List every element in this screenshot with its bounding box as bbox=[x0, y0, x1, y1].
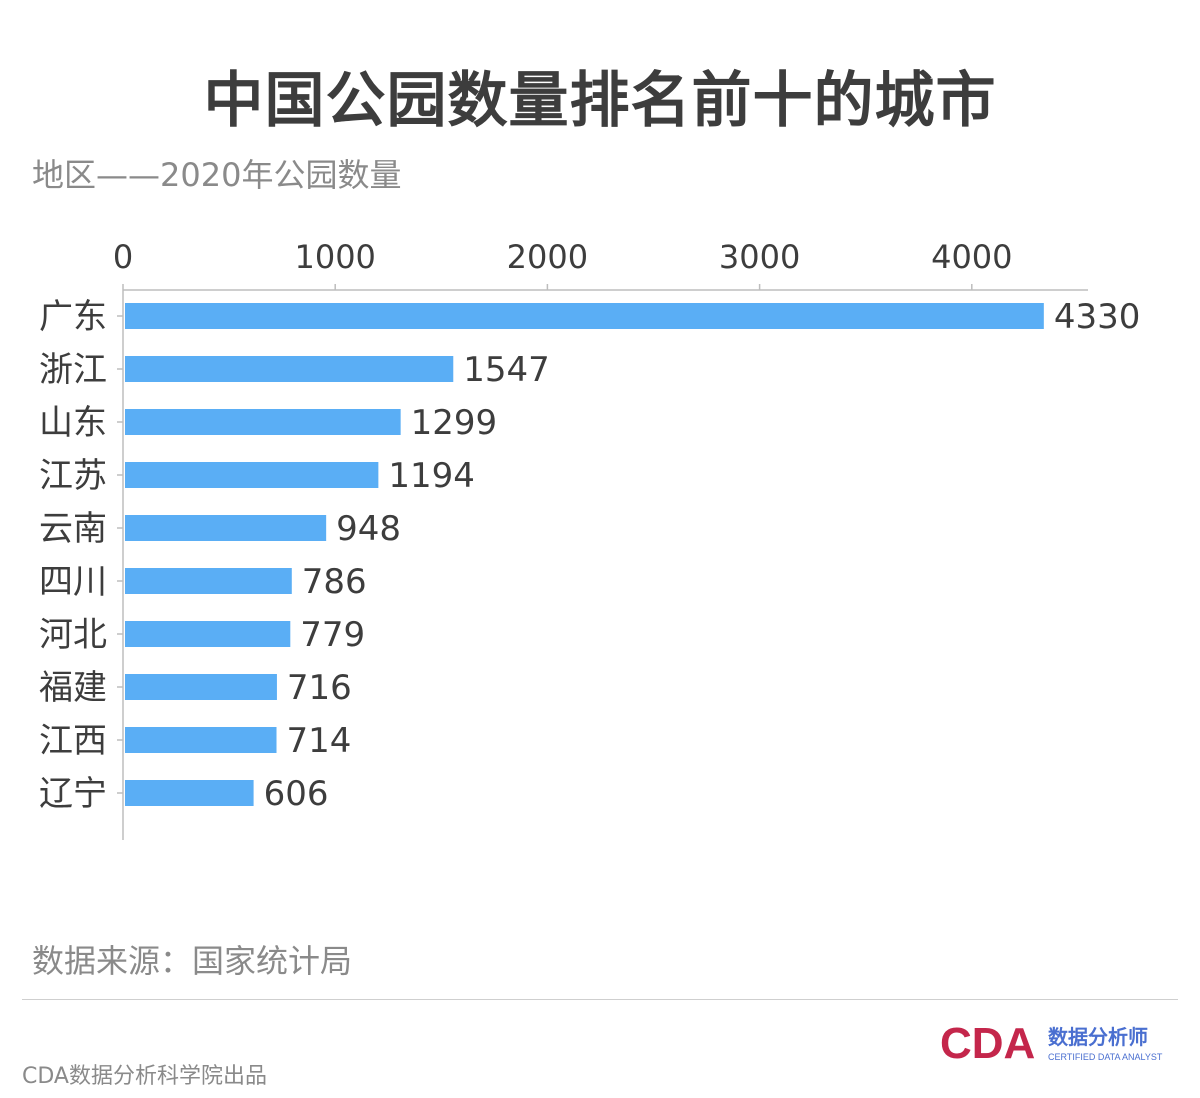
footer-divider bbox=[22, 999, 1178, 1000]
category-label: 浙江 bbox=[39, 350, 107, 390]
category-label: 广东 bbox=[39, 297, 107, 337]
value-label: 779 bbox=[300, 615, 365, 655]
x-tick-label: 1000 bbox=[294, 238, 375, 276]
value-label: 606 bbox=[264, 774, 329, 814]
category-label: 山东 bbox=[39, 403, 107, 443]
bar bbox=[125, 515, 327, 541]
cda-logo-cn: 数据分析师 bbox=[1048, 1025, 1148, 1049]
value-label: 1299 bbox=[411, 403, 498, 443]
bar-chart: 0 1000 2000 3000 4000 广东 4330 浙江 1547 山东 1299 江苏 119… bbox=[39, 238, 1141, 840]
value-label: 716 bbox=[287, 668, 352, 708]
bar bbox=[125, 568, 292, 594]
footer-credit: CDA数据分析科学院出品 bbox=[22, 1064, 267, 1089]
cda-logo-mark: CDA bbox=[940, 1019, 1035, 1068]
category-label: 辽宁 bbox=[39, 774, 107, 814]
category-label: 江西 bbox=[39, 721, 107, 761]
bar bbox=[125, 674, 277, 700]
x-tick-label: 0 bbox=[113, 238, 133, 276]
category-label: 河北 bbox=[39, 615, 107, 655]
value-label: 714 bbox=[287, 721, 352, 761]
value-label: 4330 bbox=[1054, 297, 1141, 337]
bar bbox=[125, 780, 254, 806]
bar bbox=[125, 303, 1044, 329]
cda-logo: CDA 数据分析师 CERTIFIED DATA ANALYST bbox=[940, 1019, 1163, 1068]
cda-logo-en: CERTIFIED DATA ANALYST bbox=[1048, 1052, 1163, 1062]
x-tick-label: 4000 bbox=[931, 238, 1012, 276]
bar bbox=[125, 727, 277, 753]
x-tick-label: 3000 bbox=[719, 238, 800, 276]
value-label: 786 bbox=[302, 562, 367, 602]
chart-subtitle: 地区——2020年公园数量 bbox=[32, 156, 402, 194]
value-label: 1194 bbox=[388, 456, 475, 496]
bar bbox=[125, 409, 401, 435]
bar bbox=[125, 356, 454, 382]
x-tick-label: 2000 bbox=[507, 238, 588, 276]
category-label: 四川 bbox=[39, 562, 107, 602]
chart-title: 中国公园数量排名前十的城市 bbox=[203, 66, 997, 136]
value-label: 1547 bbox=[463, 350, 550, 390]
category-label: 云南 bbox=[39, 509, 107, 549]
data-source: 数据来源：国家统计局 bbox=[32, 942, 353, 980]
value-label: 948 bbox=[336, 509, 401, 549]
category-label: 江苏 bbox=[39, 456, 107, 496]
category-label: 福建 bbox=[39, 668, 107, 708]
bar bbox=[125, 621, 291, 647]
bar bbox=[125, 462, 379, 488]
